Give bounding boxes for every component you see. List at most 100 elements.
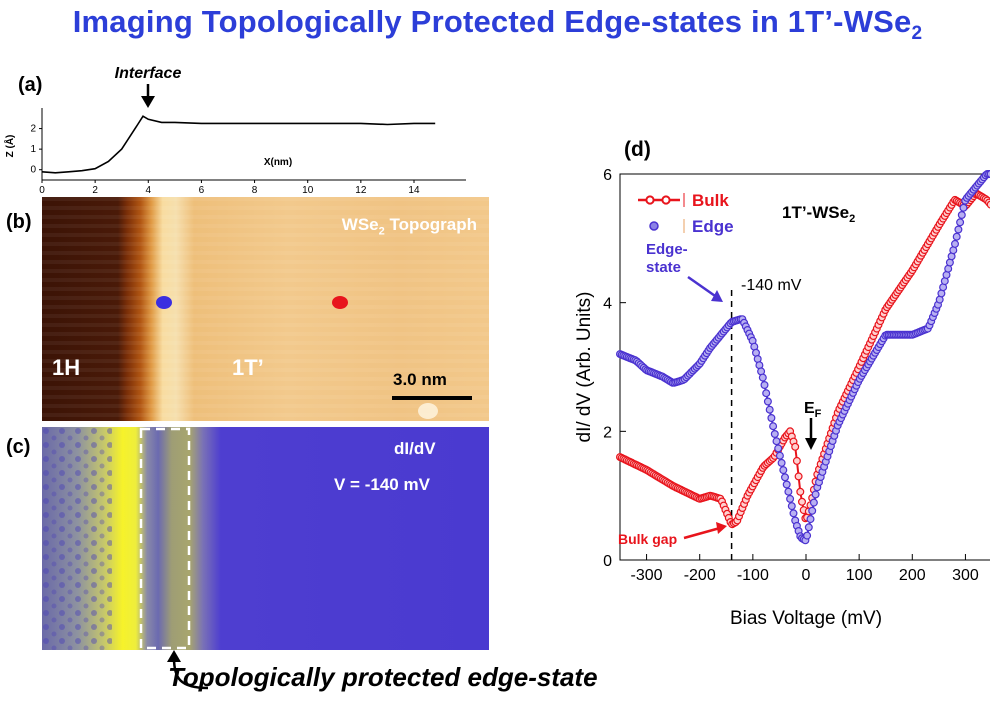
- bulk-spectrum-marker: [332, 296, 348, 309]
- data-point: [787, 502, 796, 511]
- data-point: [781, 473, 790, 482]
- panel-a-ylabel: Z (Å): [3, 135, 16, 158]
- edge-region-box: [139, 427, 191, 650]
- data-point: [804, 523, 813, 532]
- edge-state-label-line2: state: [646, 259, 681, 276]
- data-point: [796, 487, 805, 496]
- region-1t-label: 1T’: [232, 355, 264, 380]
- region-1h-label: 1H: [52, 355, 81, 380]
- page-title: Imaging Topologically Protected Edge-sta…: [72, 4, 923, 45]
- edge-spectrum-marker: [156, 296, 172, 309]
- data-point: [803, 531, 812, 540]
- data-point: [791, 442, 800, 451]
- interface-arrow: [141, 84, 155, 108]
- data-point: [784, 487, 793, 496]
- data-point: [806, 515, 815, 524]
- data-point: [770, 430, 779, 439]
- data-point: [957, 210, 966, 219]
- data-point: [811, 490, 820, 499]
- data-point: [792, 456, 801, 465]
- d-xtick-label: -100: [737, 567, 769, 584]
- panel-a-xtick-label: 6: [199, 185, 205, 196]
- topograph-image: WSe2 Topograph 1H 1T’ 3.0 nm: [42, 197, 489, 421]
- panel-d-label: (d): [624, 138, 651, 161]
- data-point: [762, 389, 771, 398]
- panel-a-xlabel: X(nm): [264, 157, 292, 168]
- bias-label: V = -140 mV: [334, 475, 430, 494]
- scale-bar: [392, 396, 472, 400]
- d-xtick-label: -200: [684, 567, 716, 584]
- data-point: [798, 497, 807, 506]
- data-point: [789, 509, 798, 518]
- legend-edge: Edge: [692, 217, 734, 236]
- data-point: [758, 373, 767, 382]
- panel-a-ytick-label: 2: [30, 124, 36, 135]
- d-xtick-label: 100: [846, 567, 873, 584]
- d-ytick-label: 6: [603, 167, 612, 184]
- data-point: [765, 405, 774, 414]
- d-ytick-label: 0: [603, 553, 612, 570]
- data-point: [986, 200, 990, 209]
- panel-a-xtick-label: 0: [39, 185, 45, 196]
- data-point: [772, 437, 781, 446]
- data-point: [774, 444, 783, 453]
- series-edge: [615, 170, 990, 545]
- bulk-gap-arrow: [683, 522, 727, 540]
- panel-a-label: (a): [18, 74, 43, 96]
- panel-a-xtick-label: 14: [408, 185, 420, 196]
- fermi-label: EF: [804, 400, 822, 420]
- topograph-label: WSe2 Topograph: [341, 215, 477, 238]
- d-xtick-label: 200: [899, 567, 926, 584]
- panel-a-xtick-label: 4: [146, 185, 152, 196]
- data-point: [779, 466, 788, 475]
- edge-state-arrow: [687, 275, 723, 302]
- data-point: [959, 203, 968, 212]
- data-point: [763, 397, 772, 406]
- data-point: [954, 225, 963, 234]
- panel-a-xtick-label: 12: [355, 185, 367, 196]
- panel-d-chart: (d) -300 -200 -100 0 100 200 300 0 2 4 6 Bulk Edge…: [574, 138, 990, 629]
- chart-title: 1T’-WSe2: [782, 203, 855, 225]
- data-point: [986, 170, 990, 178]
- panel-c-label: (c): [6, 436, 31, 458]
- bulk-gap-label: Bulk gap: [618, 531, 677, 547]
- data-point: [769, 422, 778, 431]
- d-ylabel: dI/ dV (Arb. Units): [574, 292, 595, 443]
- data-point: [782, 480, 791, 489]
- data-point: [760, 381, 769, 390]
- d-ytick-label: 2: [603, 424, 612, 441]
- edge-state-caption: Topologically protected edge-state: [168, 662, 598, 692]
- d-xlabel: Bias Voltage (mV): [730, 608, 882, 629]
- height-profile-line: [41, 115, 436, 174]
- d-xtick-label: -300: [631, 567, 663, 584]
- fermi-arrow: [805, 418, 817, 450]
- scale-bar-label: 3.0 nm: [393, 370, 447, 389]
- interface-annotation: Interface: [115, 65, 182, 82]
- didv-label: dI/dV: [394, 439, 436, 458]
- data-point: [809, 498, 818, 507]
- panel-b-label: (b): [6, 211, 32, 233]
- edge-state-label-line1: Edge-: [646, 241, 688, 258]
- d-xtick-label: 300: [952, 567, 979, 584]
- data-point: [786, 494, 795, 503]
- legend: Bulk Edge: [638, 191, 734, 236]
- panel-a-ytick-label: 0: [30, 165, 36, 176]
- panel-a-xtick-label: 8: [252, 185, 258, 196]
- minus140-label: -140 mV: [741, 277, 802, 294]
- legend-bulk: Bulk: [692, 191, 729, 210]
- data-point: [956, 218, 965, 227]
- d-ytick-label: 4: [603, 296, 612, 313]
- data-point: [952, 232, 961, 241]
- didv-map-image: dI/dV V = -140 mV: [42, 427, 489, 650]
- panel-a-xtick-label: 10: [302, 185, 314, 196]
- d-xtick-label: 0: [802, 567, 811, 584]
- panel-a-ytick-label: 1: [30, 144, 36, 155]
- data-point: [767, 414, 776, 423]
- panel-a-xtick-label: 2: [92, 185, 98, 196]
- caption-arrow: [167, 650, 209, 690]
- data-point: [794, 472, 803, 481]
- data-point: [808, 506, 817, 515]
- data-point: [777, 458, 786, 467]
- data-point: [951, 239, 960, 248]
